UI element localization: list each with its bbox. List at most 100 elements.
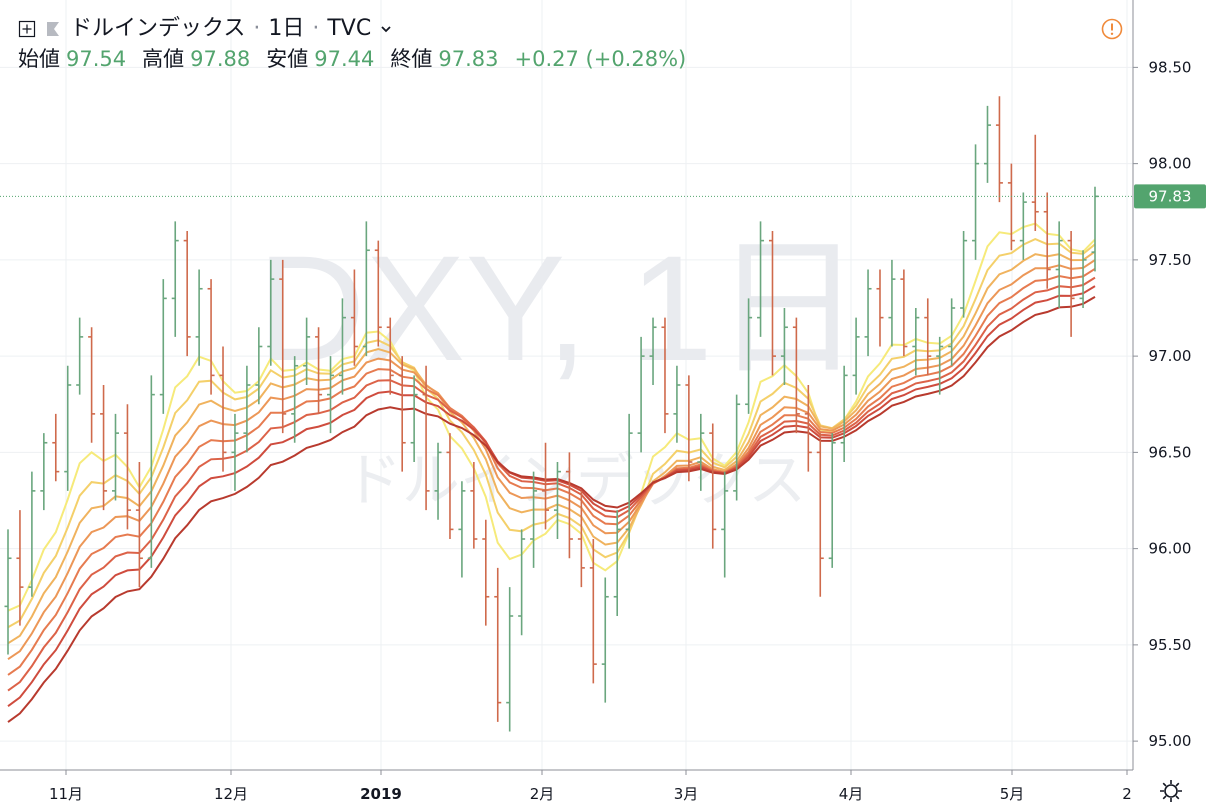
ma-line <box>7 259 1096 661</box>
ohlc-bar <box>733 394 741 501</box>
ohlc-bar <box>518 529 526 636</box>
ohlc-bar <box>362 221 370 357</box>
ohlc-bar <box>1043 192 1051 289</box>
ohlc-bar <box>255 327 263 405</box>
price-tick-label: 97.00 <box>1149 347 1192 365</box>
ohlc-bar <box>542 442 550 530</box>
ohlc-bar <box>350 269 358 366</box>
ohlc-bar <box>697 413 705 491</box>
high-label: 高値 <box>142 47 185 71</box>
watermark-sub: ドルインデックス <box>344 446 806 514</box>
ohlc-bar <box>410 375 418 462</box>
ohlc-bar <box>482 519 490 626</box>
ohlc-bar <box>900 269 908 357</box>
ohlc-bar <box>1091 186 1099 272</box>
ohlc-bar <box>757 221 765 337</box>
ma-line <box>7 276 1096 692</box>
ohlc-bar <box>745 298 753 414</box>
price-tick-label: 96.50 <box>1149 443 1192 461</box>
ohlc-bar <box>386 317 394 395</box>
ohlc-bar <box>374 240 382 347</box>
ohlc-bar <box>327 356 335 434</box>
ohlc-bar <box>458 481 466 578</box>
price-tick-label: 95.50 <box>1149 636 1192 654</box>
ohlc-bar <box>625 413 633 549</box>
ohlc-bar <box>243 365 251 453</box>
ohlc-bar <box>303 317 311 385</box>
ohlc-bar <box>804 385 812 472</box>
gear-icon[interactable] <box>1158 778 1184 804</box>
ohlc-bar <box>649 317 657 385</box>
ohlc-bar <box>16 510 24 626</box>
ohlc-bar <box>637 336 645 453</box>
ohlc-bar <box>924 298 932 376</box>
ohlc-bar <box>338 298 346 395</box>
ohlc-bar <box>40 433 48 511</box>
ohlc-bar <box>828 433 836 568</box>
ohlc-bar <box>768 231 776 376</box>
ohlc-bar <box>135 462 143 588</box>
ohlc-bars <box>4 96 1099 732</box>
ohlc-bar <box>972 144 980 260</box>
ohlc-bar <box>601 577 609 703</box>
change-value: +0.27 (+0.28%) <box>514 47 687 71</box>
ohlc-bar <box>960 231 968 318</box>
ohlc-bar <box>470 462 478 549</box>
interval-label[interactable]: 1日 <box>268 16 305 41</box>
ohlc-bar <box>816 433 824 597</box>
chevron-down-icon[interactable] <box>379 22 393 36</box>
flag-icon[interactable] <box>44 20 62 38</box>
ohlc-bar <box>1031 134 1039 231</box>
last-price-tag-value: 97.83 <box>1149 187 1192 205</box>
ohlc-bar <box>685 375 693 482</box>
time-tick-label: 12月 <box>214 785 248 803</box>
price-tick-label: 98.50 <box>1149 58 1192 76</box>
ohlc-bar <box>171 221 179 337</box>
ohlc-bar <box>1067 231 1075 337</box>
ohlc-bar <box>147 375 155 568</box>
close-value: 97.83 <box>438 47 499 71</box>
time-axis: 11月 12月 2019 2月 3月 4月 5月 2 <box>49 770 1132 803</box>
ohlc-bar <box>995 96 1003 203</box>
ma-line <box>7 238 1096 629</box>
exchange-label[interactable]: TVC <box>327 16 372 41</box>
warning-icon[interactable] <box>1101 18 1123 40</box>
ohlc-bar <box>422 365 430 511</box>
ma-line <box>7 250 1096 645</box>
price-tick-label: 98.00 <box>1149 155 1192 173</box>
symbol-name[interactable]: ドルインデックス <box>70 16 246 41</box>
time-tick-label: 2019 <box>360 785 402 803</box>
time-tick-label: 4月 <box>839 785 864 803</box>
separator-dot: · <box>312 16 320 41</box>
time-tick-label: 5月 <box>1000 785 1025 803</box>
ohlc-bar <box>52 413 60 482</box>
ohlc-bar <box>291 356 299 443</box>
close-label: 終値 <box>390 47 433 71</box>
price-tick-label: 95.00 <box>1149 732 1192 750</box>
ohlc-bar <box>231 413 239 491</box>
expand-icon[interactable] <box>18 20 36 38</box>
time-tick-label: 11月 <box>49 785 83 803</box>
ohlc-bar <box>398 356 406 472</box>
ohlc-bar <box>446 433 454 539</box>
price-tick-label: 97.50 <box>1149 251 1192 269</box>
symbol-legend: ドルインデックス · 1日 · TVC 始値 97.54 高値 97.88 安値 97… <box>18 14 686 74</box>
ohlc-bar <box>613 510 621 616</box>
ma-line <box>7 285 1096 708</box>
ohlc-bar <box>506 587 514 732</box>
ohlc-bar <box>876 269 884 347</box>
ohlc-bar <box>1055 221 1063 308</box>
ohlc-bar <box>840 365 848 462</box>
ohlc-bar <box>1019 192 1027 260</box>
time-tick-label: 3月 <box>674 785 699 803</box>
ohlc-bar <box>76 317 84 395</box>
ohlc-bar <box>912 308 920 376</box>
ohlc-bar <box>661 317 669 434</box>
ohlc-bar <box>565 452 573 559</box>
ma-line <box>7 296 1096 723</box>
ohlc-bar <box>936 336 944 395</box>
time-tick-label: 2 <box>1122 785 1132 803</box>
price-tick-label: 96.00 <box>1149 540 1192 558</box>
ohlc-bar <box>530 471 538 568</box>
